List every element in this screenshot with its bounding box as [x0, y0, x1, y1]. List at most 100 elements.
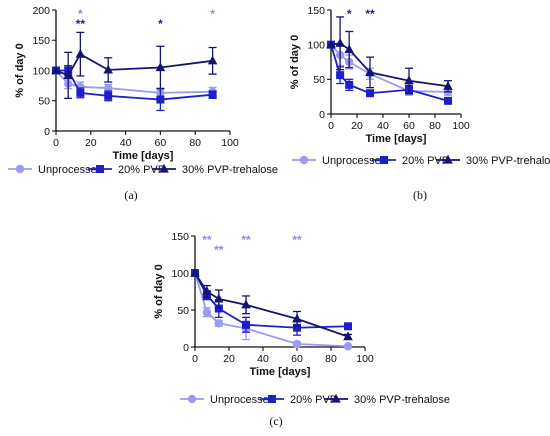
legend-marker — [15, 164, 25, 174]
data-point — [63, 70, 73, 79]
data-point — [343, 342, 353, 351]
significance-marker: * — [78, 7, 83, 21]
data-point — [104, 91, 113, 100]
significance-marker: ** — [292, 233, 302, 247]
x-tick-label: 80 — [429, 120, 441, 132]
x-tick-label: 0 — [192, 353, 198, 365]
significance-marker: * — [210, 7, 215, 21]
data-point — [104, 83, 113, 93]
legend: Unprocessed 20% PVP 30% PVP-trehalose — [8, 163, 278, 176]
x-tick-label: 100 — [221, 137, 239, 149]
y-tick-label: 0 — [44, 126, 50, 138]
data-point — [75, 48, 86, 58]
legend-marker — [96, 165, 104, 173]
legend-label: 20% PVP — [118, 164, 165, 176]
y-tick-label: 150 — [307, 5, 325, 17]
legend-label: Unprocessed — [38, 164, 103, 176]
significance-marker: * — [158, 17, 163, 31]
series-30-pvp-trehalose — [190, 267, 353, 341]
legend-label: 30% PVP-trehalose — [354, 394, 450, 406]
data-point — [51, 65, 61, 75]
legend-label: 20% PVP — [290, 394, 337, 406]
x-tick-label: 80 — [189, 137, 201, 149]
legend-label: 20% PVP — [402, 155, 449, 167]
y-tick-label: 100 — [32, 65, 50, 77]
legend-item: Unprocessed — [180, 394, 275, 406]
data-point — [241, 299, 251, 309]
series-line — [194, 272, 349, 338]
data-point — [293, 323, 301, 332]
x-tick-label: 60 — [155, 137, 167, 149]
legend-label: Unprocessed — [210, 394, 275, 406]
x-tick-label: 20 — [351, 120, 363, 132]
data-point — [444, 96, 452, 105]
legend: Unprocessed 20% PVP 30% PVP-trehalose — [292, 154, 550, 167]
series-20-pvp — [327, 40, 452, 105]
y-tick-label: 50 — [177, 305, 189, 317]
data-point — [344, 322, 352, 331]
significance-marker: ** — [365, 7, 375, 21]
y-tick-label: 100 — [171, 268, 189, 280]
legend-label: 30% PVP-trehalose — [182, 164, 278, 176]
legend-item: 20% PVP — [372, 155, 449, 167]
x-tick-label: 100 — [452, 120, 470, 132]
data-point — [336, 71, 345, 80]
data-point — [443, 81, 453, 90]
data-point — [155, 62, 166, 72]
data-point — [344, 44, 354, 54]
x-tick-label: 80 — [325, 353, 337, 365]
y-tick-label: 150 — [32, 35, 50, 47]
x-tick-label: 40 — [257, 353, 269, 365]
x-tick-label: 60 — [403, 120, 415, 132]
data-point — [202, 308, 212, 317]
legend-marker — [159, 163, 169, 173]
y-tick-label: 100 — [307, 39, 325, 51]
legend: Unprocessed 20% PVP 30% PVP-trehalose — [180, 393, 450, 406]
chart-panel-b: 0 50 100 150 0 20 40 60 80 100 Time [days] % of day… — [289, 5, 550, 202]
x-tick-label: 60 — [291, 353, 303, 365]
significance-marker: ** — [214, 243, 224, 257]
y-tick-label: 0 — [183, 342, 189, 354]
data-point — [214, 304, 223, 313]
data-point — [156, 95, 165, 104]
data-point — [190, 267, 200, 277]
data-point — [242, 320, 250, 329]
significance-marker: ** — [241, 233, 251, 247]
data-point — [207, 55, 218, 65]
series-30-pvp-trehalose — [51, 31, 218, 99]
legend-marker — [443, 154, 453, 164]
data-point — [208, 90, 217, 99]
data-point — [343, 331, 353, 341]
legend-marker — [380, 156, 388, 164]
data-point — [366, 89, 374, 98]
data-point — [292, 339, 302, 349]
significance-marker: * — [347, 7, 352, 21]
data-point — [292, 313, 302, 323]
legend-item: 30% PVP-trehalose — [324, 393, 450, 406]
series-30-pvp-trehalose — [326, 16, 453, 94]
y-tick-label: 200 — [32, 5, 50, 17]
data-point — [214, 293, 224, 303]
data-point — [345, 80, 354, 89]
x-tick-label: 0 — [328, 120, 334, 132]
legend-marker — [268, 395, 276, 403]
legend-item: 30% PVP-trehalose — [436, 154, 550, 167]
legend-marker — [187, 394, 197, 404]
legend-marker — [299, 155, 309, 165]
legend-marker — [331, 393, 341, 403]
data-point — [335, 38, 345, 47]
y-axis-label: % of day 0 — [153, 264, 165, 318]
legend-label: Unprocessed — [322, 155, 387, 167]
x-axis-label: Time [days] — [250, 366, 311, 378]
data-point — [202, 286, 212, 296]
series-20-pvp — [52, 65, 217, 112]
data-point — [365, 67, 375, 76]
legend-item: Unprocessed — [292, 155, 387, 167]
panel-label: (a) — [124, 188, 137, 202]
legend-item: 20% PVP — [88, 164, 165, 176]
x-axis-label: Time [days] — [366, 133, 427, 145]
x-tick-label: 40 — [377, 120, 389, 132]
legend-item: 20% PVP — [260, 394, 337, 406]
x-tick-label: 40 — [120, 137, 132, 149]
